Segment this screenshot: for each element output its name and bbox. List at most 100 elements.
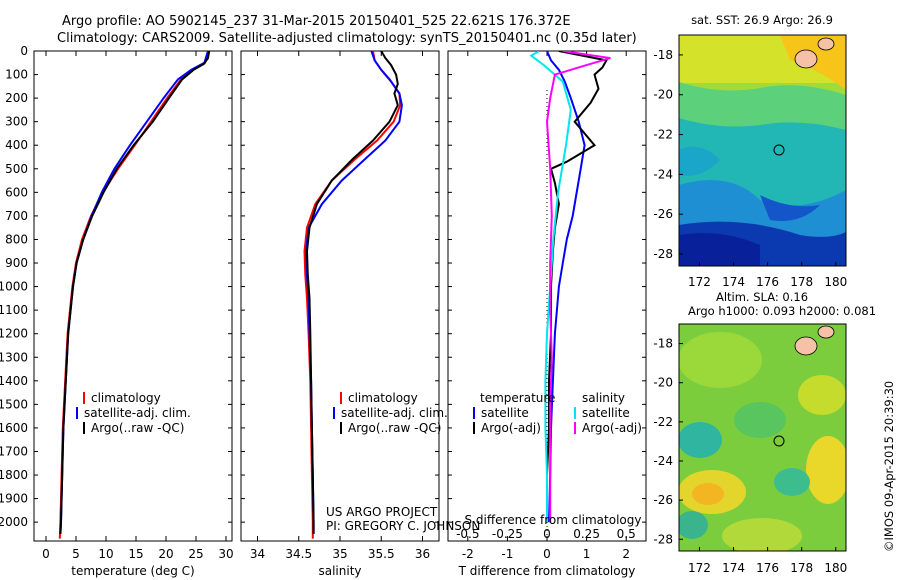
temperature-xlabel: temperature (deg C) bbox=[71, 564, 194, 578]
salinity-difference-xtick-label: 0.25 bbox=[573, 527, 600, 541]
sla-lon-tick-label: 172 bbox=[688, 561, 711, 575]
temp-argo-raw-qc-line bbox=[59, 51, 211, 534]
sla-lat-tick-label: -26 bbox=[653, 493, 673, 507]
depth-tick-label: 1600 bbox=[0, 421, 28, 435]
diff-legend-temp-argo: Argo(-adj) bbox=[481, 421, 541, 435]
depth-tick-label: 1700 bbox=[0, 444, 28, 458]
difference-xlabel: T difference from climatology bbox=[458, 564, 636, 578]
imos-watermark: ©IMOS 09-Apr-2015 20:39:30 bbox=[882, 381, 896, 552]
sst-lon-tick-label: 180 bbox=[824, 275, 847, 289]
sla-lat-tick-label: -28 bbox=[653, 532, 673, 546]
title-line-2: Climatology: CARS2009. Satellite-adjuste… bbox=[57, 31, 637, 46]
diff-xtick-label: -1 bbox=[501, 547, 513, 561]
temp-xtick-label: 10 bbox=[98, 547, 113, 561]
sla-map-title-1: Altim. SLA: 0.16 bbox=[716, 290, 808, 304]
diff-legend-salinity-heading: salinity bbox=[582, 391, 625, 405]
depth-tick-label: 100 bbox=[5, 68, 28, 82]
sst-map-title: sat. SST: 26.9 Argo: 26.9 bbox=[691, 13, 833, 27]
sst-lat-tick-label: -20 bbox=[653, 88, 673, 102]
depth-tick-label: 2000 bbox=[0, 515, 28, 529]
sst-lon-tick-label: 174 bbox=[722, 275, 745, 289]
sst-lon-tick-label: 176 bbox=[756, 275, 779, 289]
depth-tick-label: 600 bbox=[5, 185, 28, 199]
sal-xtick-label: 34.5 bbox=[285, 547, 312, 561]
sst-lat-tick-label: -22 bbox=[653, 128, 673, 142]
temp-xtick-label: 30 bbox=[218, 547, 233, 561]
salinity-difference-xtick-label: -0.25 bbox=[492, 527, 523, 541]
depth-tick-label: 300 bbox=[5, 115, 28, 129]
diff-salinity-satellite-line bbox=[529, 51, 572, 523]
sal-legend-satellite: satellite-adj. clim. bbox=[341, 406, 448, 420]
sla-argo-location-marker bbox=[773, 435, 785, 447]
sal-legend-climatology: climatology bbox=[348, 391, 418, 405]
salinity-difference-xlabel: S difference from climatology bbox=[465, 513, 642, 527]
temp-legend-climatology: climatology bbox=[91, 391, 161, 405]
salinity-xlabel: salinity bbox=[318, 564, 361, 578]
depth-tick-label: 1000 bbox=[0, 280, 28, 294]
axes-layer: 0100200300400500600700800900100011001200… bbox=[0, 44, 646, 561]
temp-xtick-label: 25 bbox=[188, 547, 203, 561]
diff-legend-sal-argo: Argo(-adj) bbox=[582, 421, 642, 435]
temp-legend-argo: Argo(..raw -QC) bbox=[91, 421, 184, 435]
sla-lat-tick-label: -18 bbox=[653, 337, 673, 351]
sla-map-image bbox=[679, 324, 846, 551]
sla-lon-tick-label: 176 bbox=[756, 561, 779, 575]
sst-lat-tick-label: -18 bbox=[653, 48, 673, 62]
depth-tick-label: 900 bbox=[5, 256, 28, 270]
temp-xtick-label: 15 bbox=[128, 547, 143, 561]
sal-legend-argo: Argo(..raw -QC) bbox=[348, 421, 441, 435]
depth-tick-label: 800 bbox=[5, 232, 28, 246]
sla-lat-tick-label: -22 bbox=[653, 415, 673, 429]
diff-xtick-label: -2 bbox=[462, 547, 474, 561]
sla-lat-tick-label: -24 bbox=[653, 454, 673, 468]
sal-argo-raw-qc-line bbox=[305, 51, 399, 534]
sla-map-title-2: Argo h1000: 0.093 h2000: 0.081 bbox=[688, 304, 876, 318]
sal-xtick-label: 36 bbox=[415, 547, 430, 561]
sla-lon-tick-label: 174 bbox=[722, 561, 745, 575]
depth-tick-label: 1100 bbox=[0, 303, 28, 317]
temp-satellite-adj-clim-line bbox=[59, 51, 209, 534]
diff-temperature-satellite-line bbox=[546, 51, 586, 523]
diff-xtick-label: 2 bbox=[622, 547, 630, 561]
sst-lon-tick-label: 178 bbox=[790, 275, 813, 289]
diff-temperature-argo-adj-line bbox=[546, 51, 608, 523]
sst-lat-tick-label: -24 bbox=[653, 167, 673, 181]
temperature-panel-frame bbox=[33, 50, 233, 542]
temp-climatology-line bbox=[58, 51, 209, 539]
sal-xtick-label: 35 bbox=[332, 547, 347, 561]
diff-legend-temp-satellite: satellite bbox=[481, 406, 529, 420]
sst-map-frame bbox=[678, 34, 847, 267]
salinity-panel-frame bbox=[240, 50, 440, 542]
curves-layer bbox=[58, 51, 611, 539]
depth-tick-label: 400 bbox=[5, 138, 28, 152]
depth-tick-label: 200 bbox=[5, 91, 28, 105]
sla-lat-tick-label: -20 bbox=[653, 376, 673, 390]
diff-salinity-argo-adj-line bbox=[545, 51, 611, 523]
map-axes-layer: 172 174 176 178 180 -18 -20 -22 -24 -26 -28 172 174 1… bbox=[653, 48, 847, 575]
depth-tick-label: 1900 bbox=[0, 492, 28, 506]
sla-lon-tick-label: 180 bbox=[824, 561, 847, 575]
sst-lon-tick-label: 172 bbox=[688, 275, 711, 289]
sal-xtick-label: 35.5 bbox=[368, 547, 395, 561]
temp-legend-satellite: satellite-adj. clim. bbox=[84, 406, 191, 420]
sst-argo-location-marker bbox=[773, 144, 785, 156]
depth-tick-label: 1500 bbox=[0, 397, 28, 411]
sst-lat-tick-label: -28 bbox=[653, 247, 673, 261]
depth-tick-label: 1800 bbox=[0, 468, 28, 482]
depth-tick-label: 1300 bbox=[0, 350, 28, 364]
sla-map-frame bbox=[678, 323, 847, 552]
diff-legend-temperature-heading: temperature bbox=[480, 391, 555, 405]
sal-climatology-line bbox=[303, 51, 402, 539]
salinity-difference-xtick-label: 0.5 bbox=[617, 527, 636, 541]
depth-tick-label: 500 bbox=[5, 162, 28, 176]
salinity-difference-xtick-label: -0.5 bbox=[456, 527, 479, 541]
credit-line-2: PI: GREGORY C. JOHNSON bbox=[326, 519, 480, 533]
title-line-1: Argo profile: AO 5902145_237 31-Mar-2015… bbox=[62, 14, 571, 29]
sst-lat-tick-label: -26 bbox=[653, 207, 673, 221]
depth-tick-label: 700 bbox=[5, 209, 28, 223]
credit-line-1: US ARGO PROJECT bbox=[326, 505, 438, 519]
sla-lon-tick-label: 178 bbox=[790, 561, 813, 575]
diff-xtick-label: 1 bbox=[583, 547, 591, 561]
diff-legend-sal-satellite: satellite bbox=[582, 406, 630, 420]
